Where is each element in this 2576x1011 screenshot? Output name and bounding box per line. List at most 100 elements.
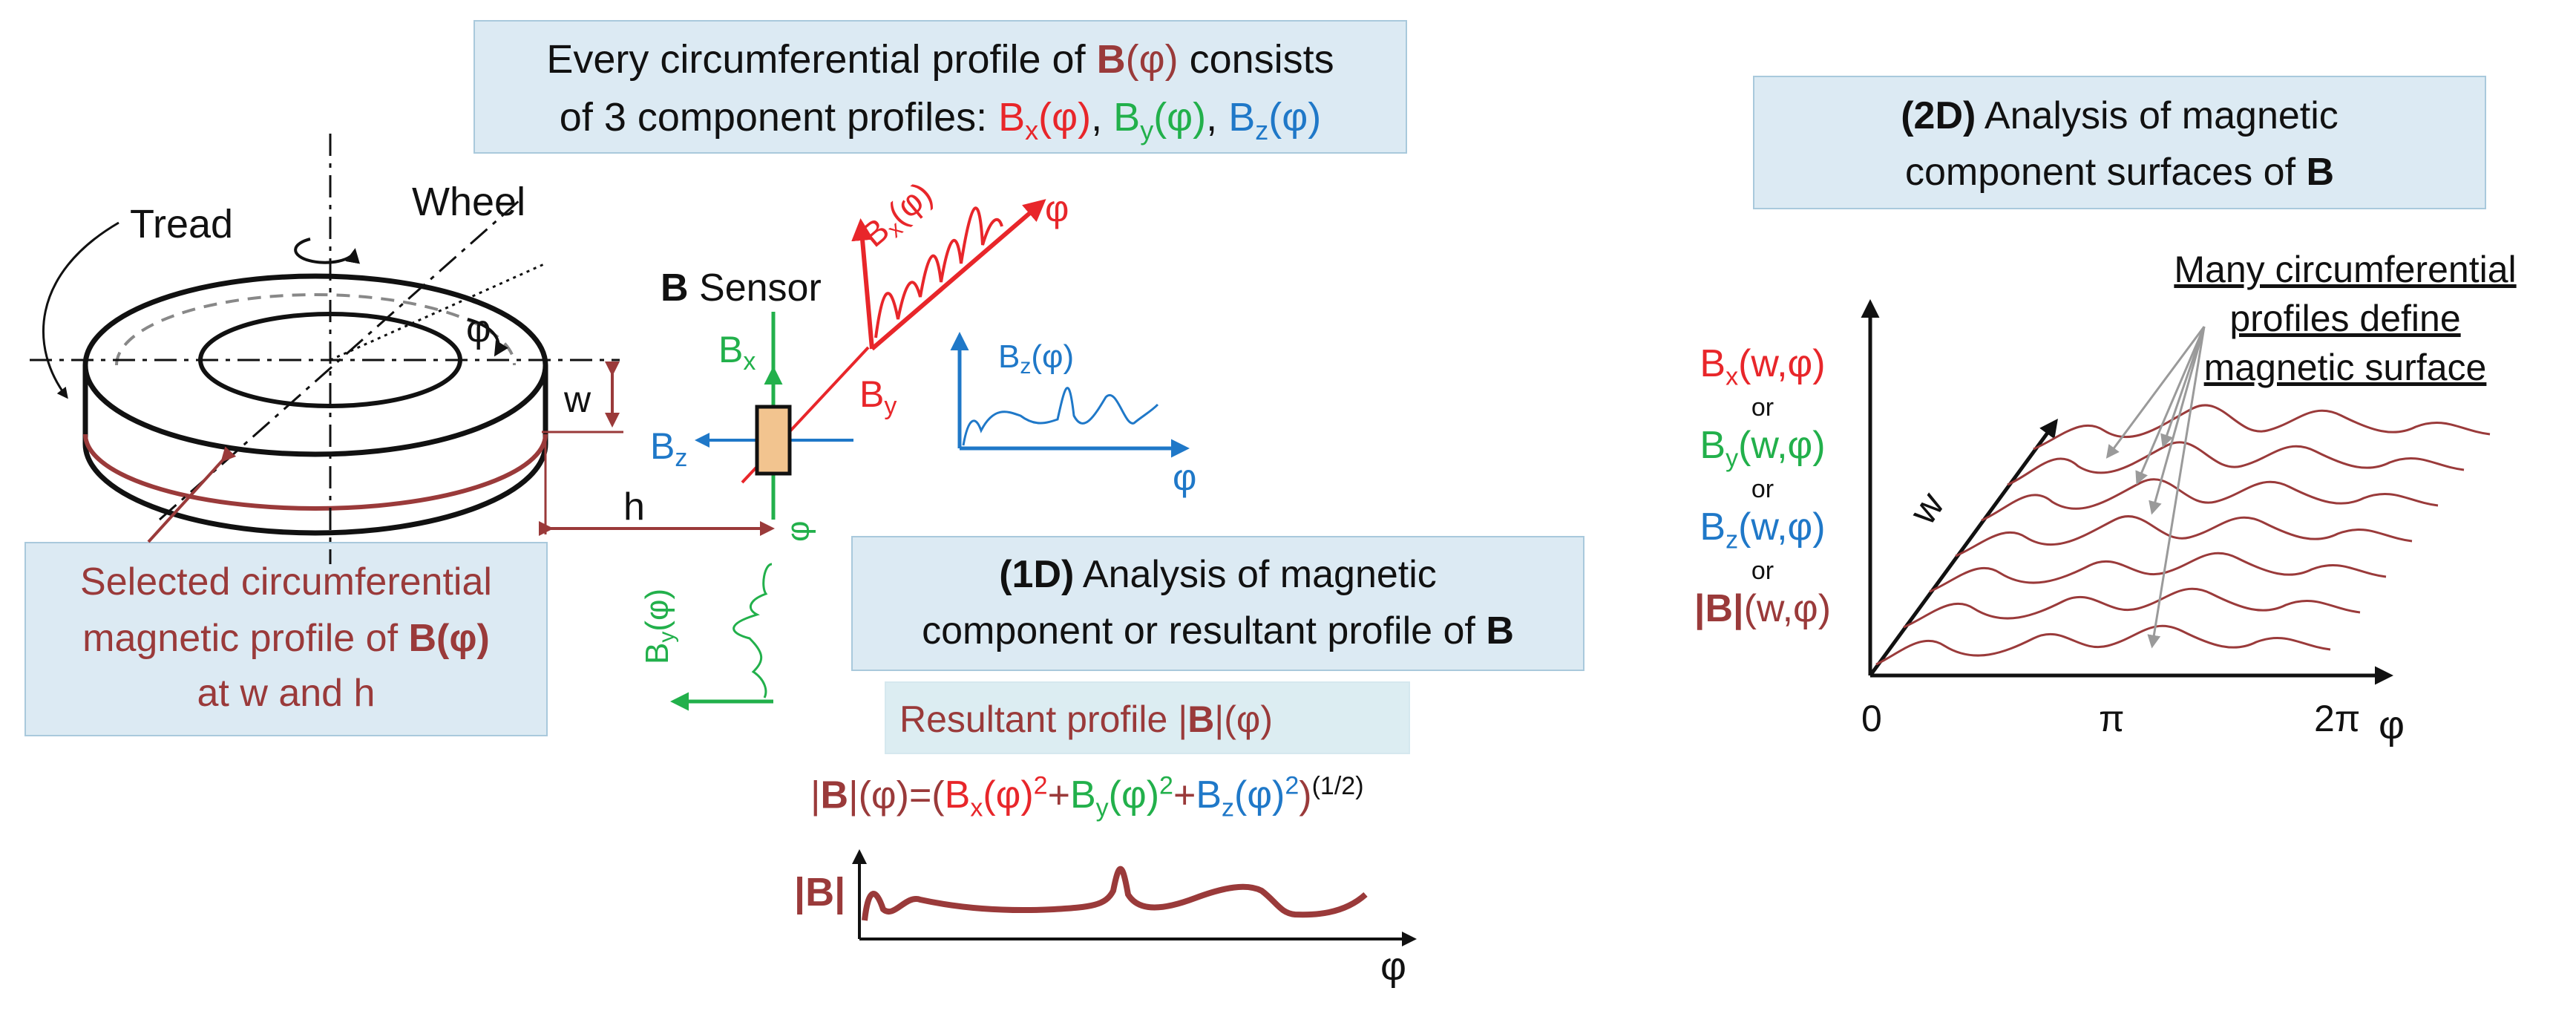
by-plot: By(φ) (639, 563, 773, 711)
selected-profile-pointer (147, 446, 237, 543)
sensor-phi-vertical: φ (780, 520, 816, 542)
surface-label-or2: or (1751, 475, 1774, 503)
top-line1-B: B (1096, 37, 1126, 82)
surface-label-bx: Bx(w,φ) (1700, 342, 1826, 391)
sensor-by-label: By (859, 373, 897, 420)
wheel-top-ellipse (82, 273, 548, 457)
surface-note: Many circumferential profiles define mag… (2115, 245, 2575, 392)
pointer-arrow-2 (2135, 326, 2206, 485)
by-plot-label: By(φ) (639, 589, 679, 664)
surface-w-label: w (1901, 484, 1953, 532)
surface-note-line3: magnetic surface (2203, 347, 2487, 388)
top-sep1: , (1091, 95, 1114, 140)
resultant-formula: |B|(φ)=(Bx(φ)2+By(φ)2+Bz(φ)2)(1/2) (810, 772, 1364, 822)
selected-line2: magnetic profile of B(φ) (82, 617, 490, 660)
top-info-line1: Every circumferential profile of B(φ) co… (475, 36, 1406, 82)
sensor-bx-label: Bx (718, 329, 756, 376)
bx-plot-axis-phi (871, 199, 1046, 351)
analysis-1d-line1: (1D) Analysis of magnetic (999, 553, 1437, 596)
analysis-2d-line2: component surfaces of B (1904, 151, 2335, 194)
top-line1-text: Every circumferential profile of (546, 37, 1097, 82)
sensor-body (755, 405, 792, 476)
surface-profile-3 (1929, 552, 2387, 593)
surface-tick-0: 0 (1861, 698, 1882, 739)
surface-axis-w (1868, 418, 2058, 677)
w-label: w (563, 379, 591, 420)
surface-profile-4 (1955, 515, 2413, 557)
by-plot-curve (733, 563, 773, 698)
h-label: h (623, 485, 645, 529)
resultant-profile-label: Resultant profile |B|(φ) (899, 698, 1274, 740)
wheel-axis-diagonal (159, 199, 520, 521)
resultant-profile-box: Resultant profile |B|(φ) (885, 681, 1410, 754)
bz-plot: Bz(φ) φ (950, 332, 1196, 498)
pointer-arrow-4 (2160, 326, 2206, 448)
top-line1-post: consists (1178, 37, 1334, 82)
top-line2-text: of 3 component profiles: (559, 95, 999, 140)
bz-plot-phi-label: φ (1173, 457, 1196, 498)
phi-angle-label: φ (466, 307, 491, 350)
surface-plot: w 0 π 2π φ (1861, 299, 2491, 747)
selected-line1: Selected circumferential (80, 560, 492, 603)
surface-pointer-arrows (2105, 326, 2206, 649)
surface-profile-7 (2033, 404, 2491, 451)
resultant-curve (862, 866, 1368, 921)
top-bz: Bz(φ) (1228, 95, 1322, 145)
bx-plot-curve (874, 206, 1003, 338)
tread-label: Tread (130, 202, 233, 246)
bx-plot-phi-label: φ (1045, 188, 1069, 229)
bz-plot-curve (962, 387, 1159, 446)
selected-profile-box: Selected circumferential magnetic profil… (24, 542, 548, 736)
sensor-drawing: B Sensor Bx By Bz φ (650, 266, 897, 542)
pointer-arrow-3 (2149, 326, 2206, 515)
pointer-arrow-1 (2105, 326, 2206, 459)
selected-profile-line (83, 433, 548, 511)
surface-labels: Bx(w,φ) or By(w,φ) or Bz(w,φ) or |B|(w,φ… (1655, 341, 1870, 638)
wheel-body (82, 365, 548, 536)
resultant-xlabel: φ (1380, 944, 1406, 989)
phi-angle-arrow (467, 318, 508, 357)
bz-plot-label: Bz(φ) (998, 338, 1074, 379)
surface-label-bz: Bz(w,φ) (1700, 506, 1826, 554)
phi-reference-line (330, 262, 546, 361)
top-line1-phi: (φ) (1125, 37, 1179, 82)
analysis-2d-box: (2D) Analysis of magnetic component surf… (1753, 76, 2486, 209)
resultant-ylabel: |B| (794, 870, 845, 915)
surface-x-label: φ (2379, 703, 2405, 747)
top-info-box: Every circumferential profile of B(φ) co… (473, 20, 1407, 154)
top-info-line2: of 3 component profiles: Bx(φ), By(φ), B… (475, 94, 1406, 146)
bx-plot: Bx(φ) φ (851, 174, 1069, 351)
selected-line3: at w and h (197, 672, 376, 715)
bx-plot-axis-value (851, 218, 874, 350)
top-bx: Bx(φ) (998, 95, 1092, 145)
tread-arrow (42, 221, 119, 399)
sensor-title: B Sensor (661, 266, 822, 310)
surface-profile-2 (1903, 587, 2361, 629)
analysis-1d-line2: component or resultant profile of B (922, 609, 1514, 652)
surface-note-line2: profiles define (2229, 298, 2461, 339)
pointer-arrow-5 (2147, 326, 2206, 649)
surface-profile-6 (2007, 441, 2465, 486)
surface-profile-1 (1875, 624, 2331, 666)
top-by: By(φ) (1113, 95, 1207, 145)
analysis-2d-line1: (2D) Analysis of magnetic (1901, 94, 2339, 137)
surface-label-by: By(w,φ) (1700, 424, 1826, 473)
wheel-label: Wheel (412, 180, 525, 224)
surface-profiles (1875, 404, 2491, 666)
surface-label-abs: |B|(w,φ) (1694, 587, 1832, 630)
surface-profile-5 (1981, 478, 2439, 522)
resultant-plot: |B| φ (794, 849, 1417, 989)
wheel-drawing: Tread Wheel φ w h (30, 134, 775, 564)
rotation-arrow (294, 238, 360, 264)
surface-tick-pi: π (2099, 698, 2125, 739)
surface-tick-2pi: 2π (2314, 698, 2360, 739)
surface-label-or3: or (1751, 557, 1774, 585)
analysis-1d-box: (1D) Analysis of magnetic component or r… (851, 536, 1584, 671)
sensor-bz-label: Bz (650, 425, 687, 472)
surface-label-or1: or (1751, 393, 1774, 422)
top-sep2: , (1206, 95, 1229, 140)
bx-plot-label: Bx(φ) (854, 174, 942, 258)
surface-note-line1: Many circumferential (2174, 249, 2517, 290)
